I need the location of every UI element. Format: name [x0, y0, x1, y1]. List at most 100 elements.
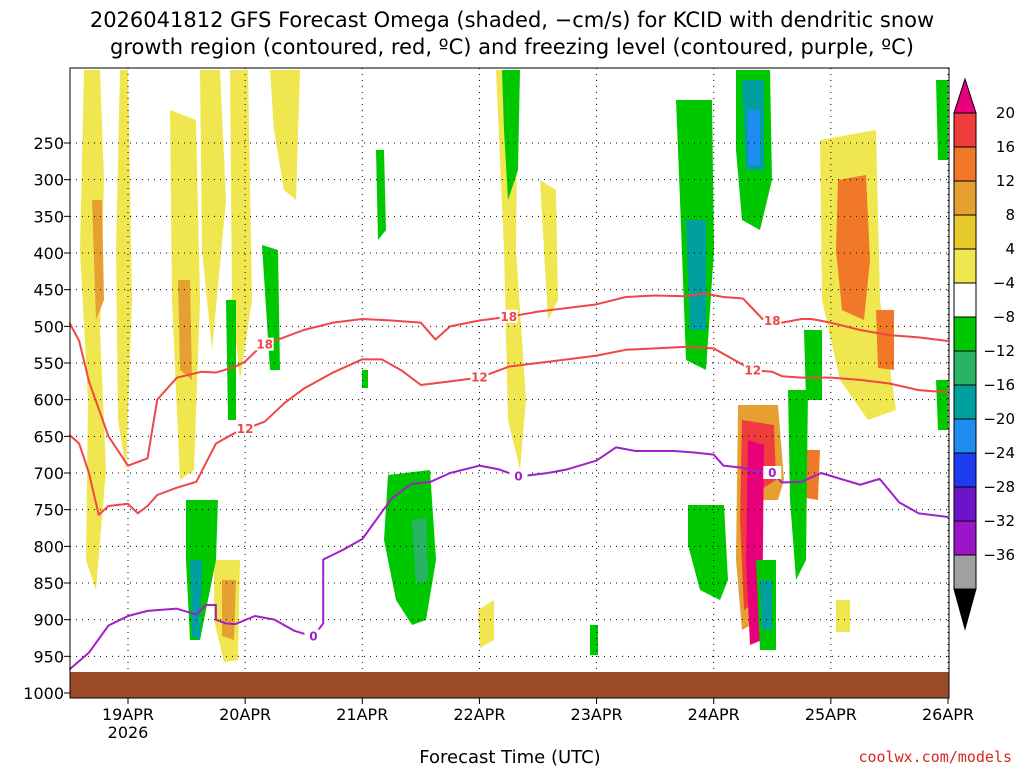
colorbar-label: −8 — [993, 308, 1015, 326]
x-tick-label: 20APR — [219, 705, 271, 724]
chart-title-line2: growth region (contoured, red, ºC) and f… — [110, 35, 914, 59]
omega-patch — [496, 70, 526, 470]
y-axis: 250 300 350 400 450 500 550 600 650 700 750 800 850 9… — [23, 134, 70, 703]
contour-label--12: 12 — [744, 363, 761, 377]
colorbar-label: 20 — [996, 104, 1015, 122]
colorbar-top-arrow — [953, 77, 977, 114]
omega-patch — [936, 380, 948, 430]
omega-patch — [876, 310, 894, 370]
omega-patch — [200, 70, 226, 350]
omega-patch — [412, 518, 428, 585]
omega-patch — [806, 450, 820, 500]
x-tick-label: 21APR — [336, 705, 388, 724]
omega-patch — [262, 245, 280, 370]
contour-label-bg — [509, 469, 528, 483]
contour-label-0: 0 — [514, 470, 522, 484]
contour-line--18 — [68, 292, 949, 467]
y-tick-label: 900 — [33, 611, 64, 630]
omega-patch — [478, 600, 494, 648]
contour-label-bg — [743, 363, 762, 377]
colorbar-label: 12 — [996, 172, 1015, 190]
colorbar-label: −24 — [983, 444, 1015, 462]
contour-label--12: 12 — [471, 371, 488, 385]
y-tick-label: 250 — [33, 134, 64, 153]
contour-label-bg — [763, 314, 782, 328]
contour-label-bg — [255, 337, 274, 351]
colorbar-swatch — [953, 248, 977, 284]
y-tick-label: 600 — [33, 391, 64, 410]
y-tick-label: 400 — [33, 244, 64, 263]
x-tick-year: 2026 — [108, 723, 149, 742]
omega-patch — [748, 110, 760, 165]
chart-title-line1: 2026041812 GFS Forecast Omega (shaded, −… — [90, 8, 934, 32]
contour-label--18: 18 — [764, 314, 781, 328]
colorbar-swatch — [953, 520, 977, 556]
omega-patch — [178, 280, 192, 380]
omega-patch — [836, 600, 850, 632]
colorbar-label: −32 — [983, 512, 1015, 530]
colorbar-swatch — [953, 486, 977, 522]
plot-area: 18 18 18 12 12 12 0 0 0 — [68, 67, 950, 699]
colorbar-swatch — [953, 316, 977, 352]
colorbar: 20 16 12 8 4 −4 −8 −12 −16 −20 −24 −28 −32 −36 — [953, 77, 1015, 631]
contour-label-0: 0 — [309, 630, 317, 644]
colorbar-swatch — [953, 418, 977, 454]
colorbar-swatch — [953, 452, 977, 488]
contour-label--18: 18 — [256, 338, 273, 352]
ground-surface — [70, 672, 949, 698]
colorbar-swatch — [953, 554, 977, 590]
contour-label-0: 0 — [768, 466, 776, 480]
y-tick-label: 500 — [33, 317, 64, 336]
colorbar-swatch — [953, 146, 977, 182]
contour-label-bg — [499, 309, 518, 323]
colorbar-label: −4 — [993, 274, 1015, 292]
contour-label-bg — [763, 466, 782, 479]
y-tick-label: 450 — [33, 281, 64, 300]
colorbar-label: −12 — [983, 342, 1015, 360]
colorbar-label: 16 — [996, 138, 1015, 156]
y-tick-label: 700 — [33, 464, 64, 483]
omega-patch — [686, 220, 706, 330]
contour-label-bg — [470, 370, 489, 384]
x-tick-label: 25APR — [805, 705, 857, 724]
y-tick-label: 1000 — [23, 684, 64, 703]
omega-patch — [226, 300, 236, 420]
omega-patch — [376, 150, 386, 240]
x-tick-label: 26APR — [922, 705, 974, 724]
y-tick-label: 550 — [33, 354, 64, 373]
colorbar-swatch — [953, 282, 977, 318]
x-tick-label: 23APR — [571, 705, 623, 724]
omega-patch — [362, 370, 368, 388]
y-tick-label: 850 — [33, 574, 64, 593]
contour-lines: 18 18 18 12 12 12 0 0 0 — [68, 292, 949, 671]
contour-label-bg — [236, 422, 255, 435]
omega-patch — [270, 70, 300, 200]
x-axis-label: Forecast Time (UTC) — [419, 747, 600, 768]
colorbar-label: −28 — [983, 478, 1015, 496]
colorbar-swatch — [953, 384, 977, 420]
colorbar-label: −36 — [983, 546, 1015, 564]
omega-patch — [760, 580, 772, 630]
omega-patch — [688, 505, 728, 600]
contour-label-bg — [304, 629, 323, 643]
x-tick-label: 19APR — [102, 705, 154, 724]
colorbar-bottom-arrow — [953, 588, 977, 631]
omega-patch — [936, 80, 948, 160]
y-tick-label: 750 — [33, 501, 64, 520]
omega-patch — [788, 390, 808, 580]
omega-patch — [590, 625, 598, 655]
colorbar-label: 4 — [1005, 240, 1015, 258]
colorbar-label: −20 — [983, 410, 1015, 428]
contour-label--18: 18 — [500, 310, 517, 324]
y-tick-label: 350 — [33, 207, 64, 226]
colorbar-swatch — [953, 180, 977, 216]
omega-patch — [836, 175, 870, 320]
colorbar-swatch — [953, 112, 977, 148]
omega-patch — [222, 580, 236, 640]
y-tick-label: 300 — [33, 171, 64, 190]
y-tick-label: 950 — [33, 647, 64, 666]
omega-patch — [190, 560, 202, 640]
credit-text: coolwx.com/models — [858, 748, 1012, 766]
y-tick-label: 650 — [33, 427, 64, 446]
